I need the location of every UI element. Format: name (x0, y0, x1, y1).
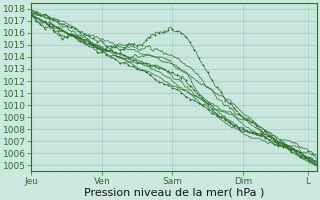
X-axis label: Pression niveau de la mer( hPa ): Pression niveau de la mer( hPa ) (84, 187, 264, 197)
